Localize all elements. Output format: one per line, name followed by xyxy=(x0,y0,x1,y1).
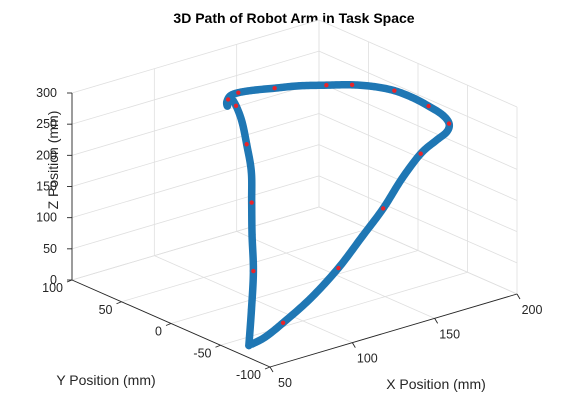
path-point xyxy=(432,137,440,145)
x-axis-label: X Position (mm) xyxy=(386,376,486,392)
waypoint-marker xyxy=(336,265,341,271)
path-point xyxy=(250,86,258,94)
path-point xyxy=(438,111,447,119)
y-axis-label: Y Position (mm) xyxy=(56,372,155,388)
x-tick-label: 100 xyxy=(357,352,378,366)
y-tick-mark xyxy=(165,323,172,326)
z-axis-label: Z Position (mm) xyxy=(45,111,61,210)
x-tick-mark xyxy=(516,293,521,300)
z-grid-back xyxy=(71,81,320,156)
y-tick-label: -100 xyxy=(236,368,261,382)
z-tick-label: 150 xyxy=(36,180,57,194)
x-tick-mark xyxy=(351,342,356,348)
path-point xyxy=(247,167,255,176)
y-tick-mark xyxy=(215,344,221,348)
path-point xyxy=(247,306,256,314)
x-tick-mark xyxy=(269,366,274,373)
y-tick-label: -50 xyxy=(193,346,211,360)
waypoint-marker xyxy=(272,85,277,91)
z-grid-back xyxy=(71,175,320,250)
waypoint-marker xyxy=(280,320,286,326)
y-tick-label: 100 xyxy=(42,281,63,295)
z-tick-label: 100 xyxy=(36,211,57,225)
path-point xyxy=(248,231,256,239)
path-point xyxy=(295,82,303,90)
z-grid-side xyxy=(318,19,518,108)
z-grid-back xyxy=(71,206,320,281)
waypoint-marker xyxy=(251,268,256,274)
x-tick-label: 150 xyxy=(439,327,460,341)
z-tick-label: 300 xyxy=(36,86,57,100)
z-tick-label: 0 xyxy=(50,273,57,287)
z-grid-back xyxy=(71,50,320,125)
waypoint-marker xyxy=(392,88,397,93)
path-point xyxy=(408,93,417,102)
z-grid-side xyxy=(318,81,518,170)
path-point xyxy=(370,83,378,91)
z-grid-side xyxy=(318,144,518,233)
tick-labels: 50100150200-100-500501000501001502002503… xyxy=(36,86,542,390)
path-point xyxy=(398,174,406,183)
y-tick-label: 50 xyxy=(99,303,113,317)
axes-panes xyxy=(72,20,517,294)
waypoint-marker xyxy=(233,103,239,109)
z-grid-back xyxy=(71,144,320,219)
z-grid-side xyxy=(318,50,518,139)
z-grid-side xyxy=(318,206,518,295)
waypoint-marker xyxy=(426,103,431,109)
waypoint-marker xyxy=(249,200,254,205)
waypoint-marker xyxy=(225,97,231,102)
path-point xyxy=(358,232,367,240)
x-tick-label: 200 xyxy=(522,303,543,317)
z-grid-back xyxy=(71,19,320,94)
axis-lines xyxy=(66,92,521,373)
path-point xyxy=(261,333,269,341)
y-tick-mark xyxy=(264,366,271,370)
waypoint-marker xyxy=(236,90,241,95)
y-grid-floor xyxy=(170,250,419,324)
waypoint-marker xyxy=(244,142,249,147)
y-tick-label: 0 xyxy=(155,325,162,339)
z-tick-label: 50 xyxy=(43,242,57,256)
plot-area xyxy=(222,81,454,350)
waypoint-marker xyxy=(446,121,452,126)
waypoint-marker xyxy=(349,82,355,88)
waypoint-marker xyxy=(418,151,423,156)
x-axis-line xyxy=(269,293,518,368)
z-tick-label: 200 xyxy=(36,148,57,162)
chart-title: 3D Path of Robot Arm in Task Space xyxy=(173,10,414,26)
path-point xyxy=(307,294,315,302)
z-grid-side xyxy=(318,175,518,264)
path-point xyxy=(248,340,256,348)
y-grid-floor xyxy=(121,228,369,303)
z-grid-back xyxy=(71,113,320,187)
waypoint-marker xyxy=(380,206,386,211)
x-tick-mark xyxy=(434,318,439,324)
path-point xyxy=(238,118,246,126)
y-grid-floor xyxy=(220,271,468,346)
waypoint-marker xyxy=(324,82,329,88)
x-tick-label: 50 xyxy=(278,376,292,390)
y-tick-mark xyxy=(116,301,122,305)
z-tick-label: 250 xyxy=(36,117,57,131)
path-point xyxy=(443,128,451,136)
